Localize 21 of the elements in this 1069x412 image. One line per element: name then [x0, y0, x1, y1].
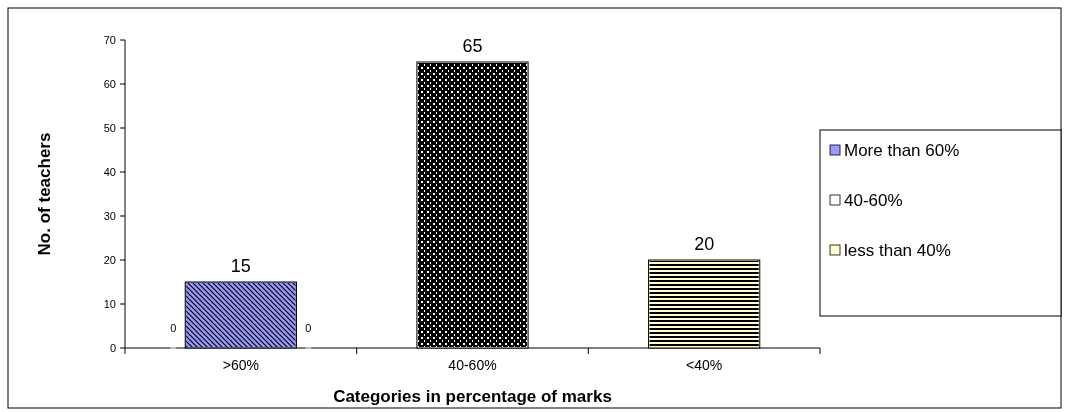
x-tick-label: <40%: [686, 357, 723, 373]
data-label: 20: [694, 234, 715, 254]
legend-label: less than 40%: [844, 240, 951, 260]
data-label: 65: [462, 36, 483, 56]
y-tick-label: 30: [103, 209, 116, 222]
legend-label: 40-60%: [844, 190, 903, 210]
x-tick-label: >60%: [222, 357, 259, 373]
y-tick-label: 50: [103, 121, 116, 134]
y-tick-label: 0: [109, 341, 116, 354]
y-axis-title: No. of teachers: [35, 132, 54, 256]
y-tick-label: 20: [103, 253, 116, 266]
data-label: 0: [170, 322, 177, 334]
y-tick-label: 70: [103, 33, 116, 46]
data-label: 15: [230, 256, 251, 276]
data-label: 0: [305, 322, 312, 334]
legend-label: More than 60%: [844, 140, 960, 160]
x-tick-label: 40-60%: [448, 357, 497, 373]
y-tick-label: 10: [103, 297, 116, 310]
y-tick-label: 60: [103, 77, 116, 90]
y-tick-label: 40: [103, 165, 116, 178]
x-axis-title: Categories in percentage of marks: [333, 387, 612, 406]
